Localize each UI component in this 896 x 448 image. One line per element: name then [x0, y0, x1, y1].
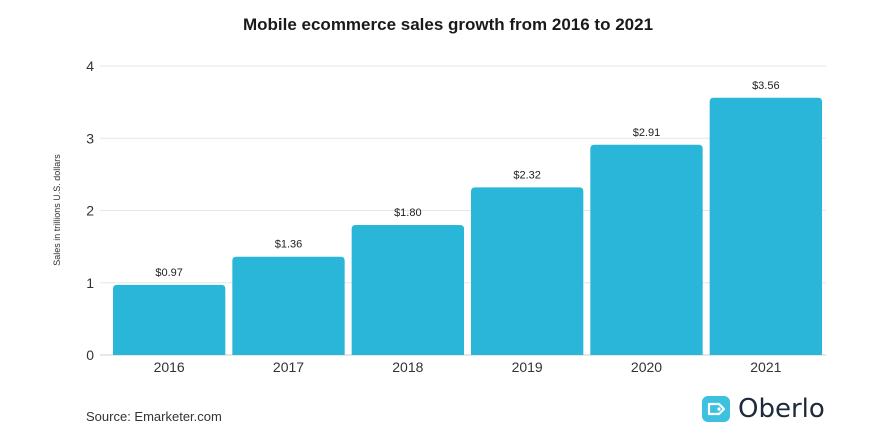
- x-tick-label: 2019: [512, 359, 543, 375]
- brand-logo: Oberlo: [702, 394, 825, 424]
- y-tick-label: 4: [86, 58, 94, 74]
- data-label: $3.56: [752, 80, 780, 92]
- brand-name: Oberlo: [738, 394, 825, 424]
- tag-icon: [702, 396, 730, 422]
- y-axis-label: Sales in trillions U.S. dollars: [52, 154, 62, 266]
- y-tick-label: 0: [86, 347, 94, 363]
- bar-2019: [471, 187, 584, 355]
- y-tick-label: 3: [86, 130, 94, 146]
- x-tick-label: 2018: [392, 359, 423, 375]
- data-label: $0.97: [155, 267, 183, 279]
- bar-2020: [590, 144, 703, 355]
- x-tick-label: 2016: [154, 359, 185, 375]
- x-tick-label: 2021: [750, 359, 781, 375]
- data-label: $1.80: [394, 207, 422, 219]
- x-tick-label: 2017: [273, 359, 304, 375]
- bar-2017: [232, 256, 345, 355]
- y-tick-label: 2: [86, 203, 94, 219]
- chart-title: Mobile ecommerce sales growth from 2016 …: [242, 15, 654, 34]
- bar-2016: [113, 284, 226, 355]
- x-tick-label: 2020: [631, 359, 662, 375]
- bar-2018: [351, 224, 464, 355]
- y-tick-label: 1: [86, 275, 94, 291]
- data-label: $1.36: [275, 239, 303, 251]
- data-label: $2.91: [633, 127, 661, 139]
- data-label: $2.32: [513, 169, 541, 181]
- source-note: Source: Emarketer.com: [86, 409, 222, 424]
- bar-2021: [709, 97, 822, 355]
